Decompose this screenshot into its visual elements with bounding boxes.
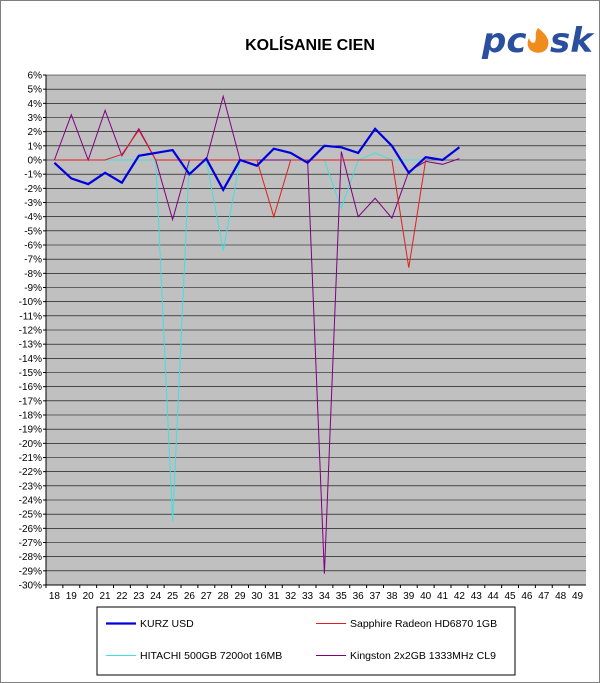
y-tick-label: -6% xyxy=(24,241,42,252)
x-tick-label: 40 xyxy=(420,591,432,602)
y-tick-label: -11% xyxy=(19,311,42,322)
chart-title: KOLÍSANIE CIEN xyxy=(245,35,375,54)
y-tick-label: -28% xyxy=(19,552,42,563)
x-tick-label: 34 xyxy=(319,591,331,602)
series-lines xyxy=(53,94,461,574)
legend: KURZ USD Sapphire Radeon HD6870 1GB HITACH… xyxy=(96,606,516,676)
y-tick-labels: 6% 5% 4% 3% 2% 1% 0% -1% -2% -3% -4% -5% -6% -7% -8% -9… xyxy=(19,71,42,592)
y-tick-label: 5% xyxy=(28,85,43,96)
y-tick-label: -21% xyxy=(19,453,42,464)
y-tick-label: -22% xyxy=(19,467,42,478)
x-tick-label: 23 xyxy=(133,591,145,602)
x-tick-label: 27 xyxy=(201,591,213,602)
x-tick-label: 39 xyxy=(403,591,415,602)
y-tick-label: -19% xyxy=(19,425,42,436)
x-tick-label: 25 xyxy=(167,591,179,602)
legend-label: HITACHI 500GB 7200ot 16MB xyxy=(140,650,282,662)
x-tick-labels: 18 19 20 21 22 23 24 25 26 27 28 29 30 31 32 33 34 35 36 37… xyxy=(49,591,584,602)
logo-text-right: sk xyxy=(550,21,595,61)
logo-flame-icon xyxy=(527,28,549,53)
y-tick-label: -1% xyxy=(24,170,42,181)
y-tick-label: -4% xyxy=(24,212,42,223)
x-tick-label: 47 xyxy=(538,591,550,602)
x-tick-label: 18 xyxy=(49,591,61,602)
x-tick-label: 32 xyxy=(285,591,297,602)
y-tick-label: -23% xyxy=(19,481,42,492)
y-tick-label: 4% xyxy=(28,99,43,110)
y-tick-label: -7% xyxy=(24,255,42,266)
x-tick-label: 43 xyxy=(471,591,483,602)
x-tick-label: 45 xyxy=(505,591,517,602)
x-tick-label: 37 xyxy=(370,591,382,602)
x-tick-label: 44 xyxy=(488,591,500,602)
x-tick-label: 49 xyxy=(572,591,584,602)
y-tick-label: -14% xyxy=(19,354,42,365)
y-tick-label: -10% xyxy=(19,297,42,308)
y-tick-label: -9% xyxy=(24,283,42,294)
y-tick-label: 2% xyxy=(28,127,43,138)
y-tick-label: -5% xyxy=(24,226,42,237)
y-tick-label: 0% xyxy=(28,156,43,167)
series-line xyxy=(53,127,461,193)
y-tick-label: -8% xyxy=(24,269,42,280)
x-tick-label: 30 xyxy=(251,591,263,602)
y-tick-label: -13% xyxy=(19,340,42,351)
y-tick-label: -17% xyxy=(19,396,42,407)
x-tick-label: 21 xyxy=(100,591,112,602)
logo-text-left: pc xyxy=(481,21,527,61)
x-tick-label: 48 xyxy=(555,591,567,602)
axes xyxy=(43,74,586,588)
x-tick-label: 29 xyxy=(235,591,247,602)
legend-label: Kingston 2x2GB 1333MHz CL9 xyxy=(350,650,496,662)
y-tick-label: -3% xyxy=(24,198,42,209)
y-tick-label: -16% xyxy=(19,382,42,393)
x-tick-label: 33 xyxy=(302,591,314,602)
x-tick-label: 36 xyxy=(353,591,365,602)
y-tick-label: -29% xyxy=(19,566,42,577)
y-tick-label: -30% xyxy=(19,581,42,592)
y-tick-label: 1% xyxy=(28,141,43,152)
y-tick-label: 3% xyxy=(28,113,43,124)
y-tick-label: -20% xyxy=(19,439,42,450)
y-tick-label: -12% xyxy=(19,326,42,337)
x-tick-label: 24 xyxy=(150,591,162,602)
x-tick-label: 41 xyxy=(437,591,449,602)
legend-label: KURZ USD xyxy=(140,618,194,630)
x-tick-label: 20 xyxy=(83,591,95,602)
legend-box xyxy=(96,606,516,676)
y-tick-label: -24% xyxy=(19,496,42,507)
x-tick-label: 31 xyxy=(268,591,280,602)
y-tick-label: -27% xyxy=(19,538,42,549)
x-tick-label: 42 xyxy=(454,591,466,602)
x-tick-label: 26 xyxy=(184,591,196,602)
x-tick-label: 46 xyxy=(521,591,533,602)
pcsk-logo: pc sk xyxy=(481,21,595,61)
y-tick-label: -2% xyxy=(24,184,42,195)
x-tick-label: 22 xyxy=(116,591,128,602)
y-tick-label: 6% xyxy=(28,71,43,82)
x-tick-label: 19 xyxy=(66,591,78,602)
y-tick-label: -18% xyxy=(19,411,42,422)
legend-label: Sapphire Radeon HD6870 1GB xyxy=(350,618,497,630)
y-tick-label: -25% xyxy=(19,510,42,521)
x-tick-label: 28 xyxy=(218,591,230,602)
x-tick-label: 38 xyxy=(386,591,398,602)
y-tick-label: -26% xyxy=(19,524,42,535)
x-tick-label: 35 xyxy=(336,591,348,602)
y-tick-label: -15% xyxy=(19,368,42,379)
